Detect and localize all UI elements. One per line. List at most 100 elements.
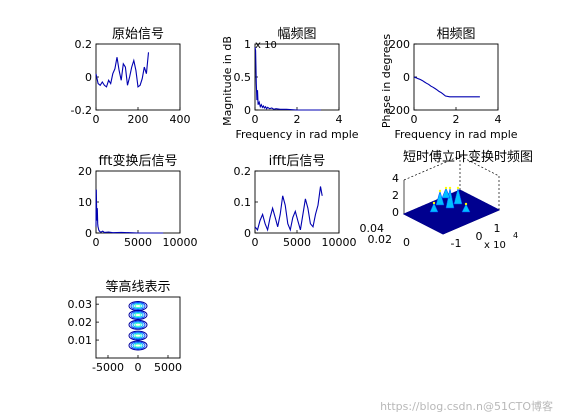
- contour-ring: [128, 319, 148, 330]
- contour-ring: [132, 302, 144, 309]
- chart-title: ifft后信号: [269, 154, 326, 169]
- contour-ring: [130, 310, 146, 319]
- exponent-label: x 10: [484, 240, 506, 251]
- x-tick-label: 2: [294, 113, 301, 126]
- surface-peak: [441, 187, 451, 199]
- contour-ring: [134, 312, 142, 317]
- x-axis-label: Frequency in rad mple: [394, 128, 517, 141]
- y-tick-label: 10: [78, 196, 92, 209]
- surface-peak: [461, 203, 471, 213]
- x-tick-label: 10000: [322, 236, 357, 249]
- x-tick-label: 4: [336, 113, 343, 126]
- surface-peak-tip: [432, 201, 436, 205]
- x-tick-label: 0: [135, 361, 142, 374]
- series-line: [95, 189, 164, 234]
- surface-peak-tip: [444, 186, 448, 190]
- surface-peak: [429, 202, 439, 213]
- y-tick-label: 0.02: [68, 316, 93, 329]
- chart-title: 原始信号: [112, 27, 164, 42]
- contour-ring: [132, 311, 144, 318]
- y-tick-label: 20: [78, 165, 92, 178]
- x-tick-label: 5000: [124, 236, 152, 249]
- axes-box: [95, 170, 181, 234]
- axes-box: [95, 43, 181, 111]
- contour-ring: [130, 331, 146, 340]
- contour-ring: [130, 341, 146, 350]
- y-axis-label: Phase in degrees: [380, 34, 393, 128]
- x-tick-label: 4: [495, 113, 502, 126]
- chart-title: fft变换后信号: [98, 153, 177, 169]
- x-tick-label: 400: [170, 113, 191, 126]
- y-tick-label: 200: [389, 38, 410, 51]
- chart-title: 等高线表示: [105, 279, 170, 295]
- y-tick-label: 0.5: [234, 71, 252, 84]
- x-axis-label: Frequency in rad mple: [235, 128, 358, 141]
- y-tick-label: 0: [244, 227, 251, 240]
- contour-ring: [134, 303, 142, 308]
- y-tick-label: 0: [244, 104, 251, 117]
- contour-ring: [128, 300, 148, 311]
- y-tick-label: 0.03: [68, 298, 93, 311]
- x-tick-label: 5000: [283, 236, 311, 249]
- axes-box: [413, 43, 499, 111]
- y-tick-label: 0.2: [234, 165, 252, 178]
- z-tick-label: 2: [392, 189, 399, 202]
- x-tick-label: 0: [93, 236, 100, 249]
- y-tick-label: 1: [244, 38, 251, 51]
- x-tick-label: 0: [252, 236, 259, 249]
- contour-ring: [134, 322, 142, 327]
- x-tick-label: 2: [453, 113, 460, 126]
- surface-peak-tip: [464, 202, 468, 206]
- y-tick-label: 0: [85, 71, 92, 84]
- x-tick-label: 200: [128, 113, 149, 126]
- contour-ring: [132, 332, 144, 339]
- x-tick-label: 0: [252, 113, 259, 126]
- contour-ring: [128, 330, 148, 341]
- surface-peak-tip: [448, 186, 452, 190]
- surface-peak-tip: [438, 189, 442, 193]
- axes-box: [254, 43, 340, 111]
- x-tick-label: 0: [476, 230, 483, 243]
- contour-ring: [132, 342, 144, 349]
- chart-title: 短时傅立叶变换时频图: [403, 149, 533, 165]
- surface-peak: [453, 187, 463, 205]
- y-tick-label: 0.02: [368, 233, 393, 246]
- z-tick-label: 4: [392, 172, 399, 185]
- surface-peak-tip: [456, 186, 460, 190]
- y-tick-label: 0: [403, 71, 410, 84]
- y-tick-label: -200: [385, 104, 410, 117]
- y-tick-label: 0.1: [234, 196, 252, 209]
- x-tick-label: -1: [451, 237, 462, 250]
- panel-6: -5000 0 5000 0.01 0.02 0.03 等高线表示: [68, 279, 183, 374]
- y-tick-label: 0.2: [75, 38, 93, 51]
- x-tick-label: 0: [411, 113, 418, 126]
- panel-1: 0 2 4 0 0.5 1 幅频图 Frequency in rad mpleMagnitud…: [221, 27, 359, 141]
- z-tick-label: 0: [392, 206, 399, 219]
- y-axis-label: Magnitude in dB: [221, 36, 234, 126]
- y-tick-label: 0: [403, 236, 410, 249]
- x-tick-label: 1: [494, 222, 501, 235]
- contour-ring: [130, 301, 146, 310]
- exponent-power: 4: [513, 231, 518, 240]
- y-tick-label: 0.01: [68, 334, 93, 347]
- series-line: [95, 52, 150, 88]
- watermark: https://blog.csdn.n@51CTO博客: [380, 400, 553, 413]
- panel-4: 0 5000 10000 0 0.1 0.2 ifft后信号: [234, 154, 357, 249]
- y-tick-label: -0.2: [71, 104, 92, 117]
- series-line: [254, 186, 323, 232]
- axes-box: [254, 170, 340, 234]
- y-tick-label: 0.04: [360, 222, 385, 235]
- series-line: [413, 76, 480, 98]
- x-tick-label: -5000: [92, 361, 124, 374]
- contour-ring: [128, 340, 148, 351]
- exponent-label: x 10: [255, 40, 277, 51]
- x-tick-label: 5000: [154, 361, 182, 374]
- series-line: [254, 47, 321, 111]
- contour-ring: [130, 320, 146, 329]
- x-tick-label: 10000: [163, 236, 198, 249]
- contour-ring: [134, 343, 142, 348]
- y-tick-label: 0: [85, 227, 92, 240]
